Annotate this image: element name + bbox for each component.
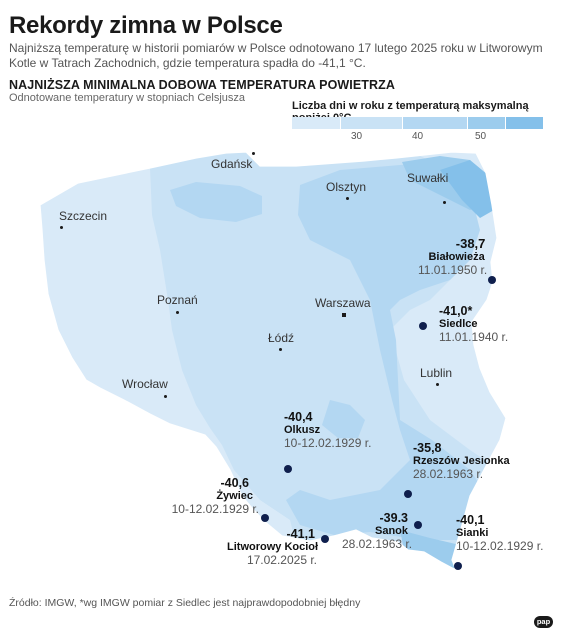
record-date: 10-12.02.1929 r. <box>284 436 372 450</box>
record-marker-siedlce <box>419 322 427 330</box>
city-marker-warszawa <box>342 313 346 317</box>
city-dot-olsztyn <box>346 197 349 200</box>
city-label-warszawa: Warszawa <box>315 296 371 310</box>
pap-logo: pap <box>534 616 553 628</box>
record-marker-sanok <box>414 521 422 529</box>
record-date: 28.02.1963 r. <box>342 537 413 551</box>
city-label-lublin: Lublin <box>420 366 453 380</box>
record-temp: -39.3 <box>379 511 409 525</box>
city-dot-poznan <box>176 311 179 314</box>
legend-divider <box>505 117 506 129</box>
page-title: Rekordy zimna w Polsce <box>9 12 283 39</box>
city-dot-gdansk <box>252 152 255 155</box>
city-dot-szczecin <box>60 226 63 229</box>
legend-band-5 <box>505 117 543 129</box>
record-rzeszow: -35,8 Rzeszów Jesionka 28.02.1963 r. <box>413 441 510 481</box>
record-sanok: -39.3 Sanok 28.02.1963 r. <box>342 511 413 551</box>
record-litworowy: -41,1 Litworowy Kocioł 17.02.2025 r. <box>227 527 319 567</box>
subtitle: Najniższą temperaturę w historii pomiaró… <box>9 41 543 70</box>
source-note: Źródło: IMGW, *wg IMGW pomiar z Siedlec … <box>9 597 361 609</box>
legend-tick-50: 50 <box>475 131 487 142</box>
legend-color-scale <box>292 117 543 129</box>
city-label-wroclaw: Wrocław <box>122 377 168 391</box>
record-marker-sianki <box>454 562 462 570</box>
record-place: Litworowy Kocioł <box>227 541 319 553</box>
record-date: 10-12.02.1929 r. <box>171 502 259 516</box>
record-marker-litworowy <box>321 535 329 543</box>
record-place: Białowieża <box>428 251 485 263</box>
legend-band-2 <box>340 117 402 129</box>
legend-divider <box>467 117 468 129</box>
record-temp: -41,0* <box>439 304 473 318</box>
record-place: Sanok <box>374 525 408 537</box>
map-heading: NAJNIŻSZA MINIMALNA DOBOWA TEMPERATURA P… <box>9 78 396 92</box>
record-olkusz: -40,4 Olkusz 10-12.02.1929 r. <box>284 410 371 450</box>
record-bialowieza: -38,7 Białowieża 11.01.1950 r. <box>418 236 487 277</box>
record-temp: -40,6 <box>220 476 250 490</box>
record-temp: -35,8 <box>413 441 442 455</box>
legend-band-3 <box>402 117 467 129</box>
city-label-poznan: Poznań <box>157 293 198 307</box>
poland-map <box>39 151 507 572</box>
record-date: 10-12.02.1929 r. <box>456 539 544 553</box>
city-dot-wroclaw <box>164 395 167 398</box>
record-siedlce: -41,0* Siedlce 11.01.1940 r. <box>439 304 508 344</box>
record-marker-zywiec <box>261 514 269 522</box>
record-zywiec: -40,6 Żywiec 10-12.02.1929 r. <box>172 476 259 516</box>
city-label-gdansk: Gdańsk <box>211 157 253 171</box>
record-date: 11.01.1940 r. <box>439 330 509 344</box>
record-marker-olkusz <box>284 465 292 473</box>
city-label-lodz: Łódź <box>268 331 295 345</box>
record-marker-bialowieza <box>488 276 496 284</box>
legend-divider <box>340 117 341 129</box>
legend-tick-40: 40 <box>412 131 424 142</box>
legend-divider <box>402 117 403 129</box>
record-date: 28.02.1963 r. <box>413 467 484 481</box>
city-dot-lublin <box>436 383 439 386</box>
city-dot-suwalki <box>443 201 446 204</box>
city-dot-lodz <box>279 348 282 351</box>
record-temp: -41,1 <box>286 527 316 541</box>
legend-band-1 <box>292 117 340 129</box>
city-label-suwalki: Suwałki <box>407 171 449 185</box>
city-label-olsztyn: Olsztyn <box>326 180 367 194</box>
record-temp: -38,7 <box>455 236 486 251</box>
record-place: Siedlce <box>439 318 478 330</box>
record-place: Żywiec <box>216 490 253 502</box>
record-date: 11.01.1950 r. <box>418 263 488 277</box>
legend-tick-30: 30 <box>351 131 363 142</box>
city-label-szczecin: Szczecin <box>59 209 108 223</box>
units-note: Odnotowane temperatury w stopniach Celsj… <box>9 92 246 104</box>
record-place: Rzeszów Jesionka <box>413 455 510 467</box>
record-place: Sianki <box>456 527 489 539</box>
record-marker-rzeszow <box>404 490 412 498</box>
record-temp: -40,4 <box>284 410 313 424</box>
record-date: 17.02.2025 r. <box>246 553 317 567</box>
record-place: Olkusz <box>284 424 321 436</box>
record-sianki: -40,1 Sianki 10-12.02.1929 r. <box>456 513 543 553</box>
legend-band-4 <box>467 117 505 129</box>
record-temp: -40,1 <box>456 513 485 527</box>
